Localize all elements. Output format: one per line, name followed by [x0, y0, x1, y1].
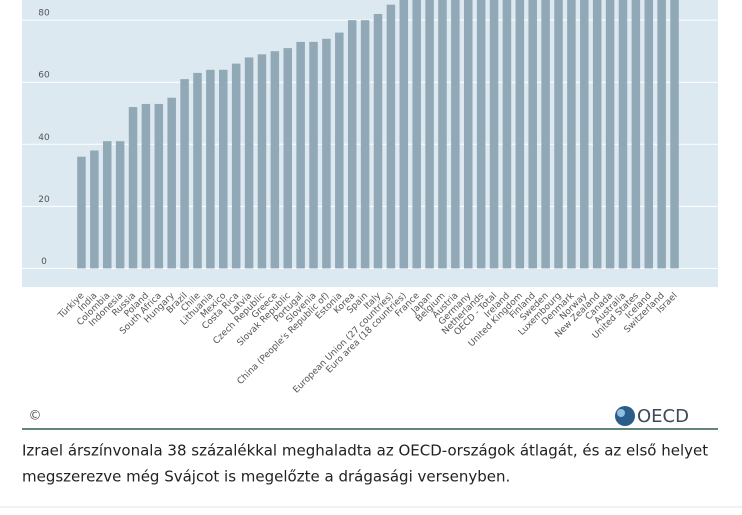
bar [180, 79, 189, 269]
logo-globe-highlight [617, 409, 625, 417]
bar [90, 150, 99, 269]
bar [244, 57, 254, 269]
bar [541, 0, 550, 269]
bar [219, 69, 228, 269]
bar [670, 0, 679, 269]
bar [580, 0, 589, 269]
bar [399, 0, 409, 269]
bar [373, 13, 383, 269]
y-tick-label: 40 [38, 133, 50, 143]
bar [322, 38, 331, 269]
bar [283, 48, 292, 269]
bar [644, 0, 654, 269]
y-tick-label: 60 [38, 71, 50, 81]
bar [412, 0, 421, 269]
bar [206, 69, 215, 269]
logo-text: OECD [637, 406, 689, 427]
bar [631, 0, 641, 269]
bar [476, 0, 486, 269]
bar [296, 41, 305, 269]
bar [167, 97, 176, 269]
bar [554, 0, 563, 269]
copyright: © [29, 409, 42, 424]
bar [567, 0, 576, 269]
bar [489, 0, 499, 269]
caption-line: Izrael árszínvonala 38 százalékkal megha… [22, 442, 708, 460]
bar [425, 0, 434, 269]
y-tick-label: 80 [38, 9, 50, 19]
caption-line: megszerezve még Svájcot is megelőzte a d… [22, 468, 510, 486]
bar [618, 0, 628, 269]
bar [347, 20, 357, 269]
bar [451, 0, 460, 269]
bar [193, 72, 202, 269]
bar [360, 20, 370, 269]
bar [115, 141, 125, 269]
bar [605, 0, 615, 269]
bar [464, 0, 473, 269]
bar [438, 0, 447, 269]
bar [257, 54, 267, 269]
bar [502, 0, 512, 269]
logo-globe [615, 406, 635, 426]
bar [141, 103, 151, 269]
bar [335, 32, 344, 269]
bar [128, 107, 138, 269]
bar [231, 63, 241, 269]
plot-area [22, 0, 718, 287]
bar [657, 0, 666, 269]
y-tick-label: 20 [38, 195, 50, 205]
y-tick-label: 0 [41, 257, 47, 267]
bar [154, 103, 164, 269]
bar [592, 0, 602, 269]
bar [270, 51, 280, 269]
bar [515, 0, 525, 269]
bar [77, 156, 86, 269]
bar [309, 41, 318, 269]
bar [528, 0, 537, 269]
bar [102, 141, 112, 269]
bar [386, 4, 396, 269]
